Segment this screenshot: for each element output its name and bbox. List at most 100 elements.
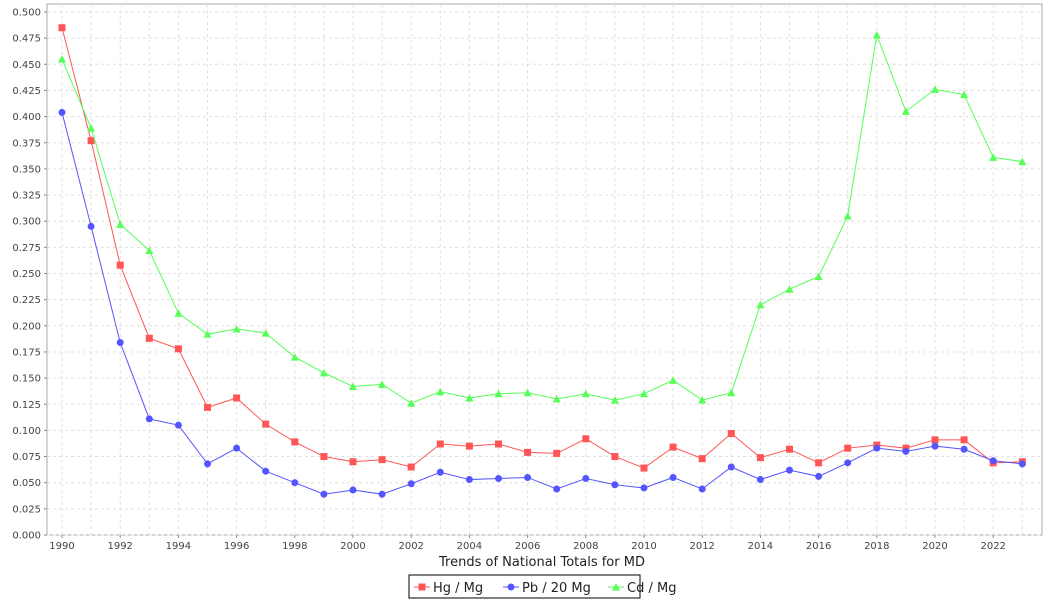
- data-point: [174, 309, 183, 317]
- data-point: [465, 393, 474, 402]
- data-point: [174, 345, 182, 353]
- x-tick-label: 2020: [922, 541, 947, 552]
- x-tick-label: 2016: [806, 541, 831, 552]
- data-point: [290, 353, 299, 361]
- data-point: [494, 389, 503, 398]
- data-point: [233, 444, 241, 452]
- data-point: [727, 430, 735, 438]
- y-tick-label: 0.425: [12, 86, 41, 97]
- data-point: [552, 395, 561, 403]
- data-point: [407, 480, 415, 488]
- data-point: [524, 473, 532, 481]
- y-axis: 0.000 0.025 0.050 0.075 0.100 0.125 0.150 0.175…: [12, 8, 47, 542]
- series-pb-20-mg: [58, 108, 1026, 498]
- data-point: [116, 261, 124, 269]
- data-point: [145, 246, 154, 254]
- data-point: [843, 211, 852, 220]
- data-point: [640, 484, 648, 492]
- data-point: [611, 453, 619, 461]
- data-point: [989, 153, 998, 161]
- data-point: [581, 389, 590, 398]
- data-point: [901, 107, 910, 115]
- x-tick-label: 1990: [49, 541, 74, 552]
- data-point: [320, 490, 328, 498]
- legend-label: Hg / Mg: [433, 581, 483, 596]
- y-tick-label: 0.325: [12, 191, 41, 202]
- data-point: [669, 443, 677, 451]
- data-point: [960, 445, 968, 453]
- data-point: [465, 442, 473, 450]
- data-point: [960, 90, 969, 99]
- data-point: [378, 456, 386, 464]
- y-tick-label: 0.000: [12, 531, 41, 542]
- x-tick-label: 2004: [457, 541, 482, 552]
- data-point: [87, 222, 95, 230]
- data-point: [1018, 157, 1027, 166]
- data-point: [640, 389, 648, 398]
- data-point: [174, 421, 182, 429]
- legend-label: Pb / 20 Mg: [522, 581, 591, 596]
- x-tick-label: 2022: [980, 541, 1005, 552]
- data-point: [407, 399, 416, 407]
- legend-marker: [418, 583, 426, 591]
- data-point: [786, 445, 793, 453]
- data-point: [524, 448, 532, 456]
- series-line: [61, 112, 1023, 495]
- y-tick-label: 0.450: [12, 60, 41, 71]
- data-point: [436, 387, 445, 396]
- data-point: [756, 300, 765, 309]
- x-tick-label: 1998: [282, 541, 307, 552]
- data-point: [436, 468, 444, 476]
- data-point: [844, 459, 852, 467]
- data-point: [698, 455, 706, 463]
- data-point: [145, 334, 153, 342]
- data-point: [349, 382, 357, 390]
- x-tick-label: 2000: [340, 541, 365, 552]
- data-point: [785, 285, 794, 293]
- data-point: [407, 463, 415, 471]
- data-point: [698, 396, 707, 404]
- series-line: [61, 27, 1023, 469]
- series-cd-mg: [58, 31, 1027, 407]
- data-point: [786, 466, 793, 474]
- data-point: [815, 459, 823, 467]
- data-point: [262, 420, 270, 428]
- data-point: [116, 339, 124, 347]
- data-point: [582, 475, 590, 483]
- data-point: [756, 476, 764, 484]
- data-point: [669, 473, 677, 481]
- y-tick-label: 0.075: [12, 452, 41, 463]
- x-tick-label: 2012: [689, 541, 714, 552]
- legend-item: Pb / 20 Mg: [503, 581, 591, 596]
- legend-marker: [612, 583, 620, 591]
- x-tick-label: 1994: [166, 541, 191, 552]
- y-tick-label: 0.375: [12, 138, 41, 149]
- data-point: [902, 447, 910, 455]
- plot-area: [46, 3, 1043, 536]
- data-point: [610, 396, 619, 404]
- series-group: [58, 24, 1027, 498]
- y-tick-label: 0.025: [12, 504, 41, 515]
- data-point: [698, 485, 706, 493]
- data-point: [872, 31, 881, 39]
- data-point: [582, 435, 590, 443]
- data-point: [87, 124, 96, 132]
- data-point: [145, 415, 153, 423]
- data-point: [756, 454, 764, 462]
- data-point: [58, 108, 66, 116]
- data-point: [58, 55, 66, 63]
- y-tick-label: 0.275: [12, 243, 41, 254]
- data-point: [58, 24, 66, 32]
- data-point: [204, 460, 211, 468]
- x-tick-label: 1996: [224, 541, 249, 552]
- data-point: [261, 329, 270, 337]
- y-tick-label: 0.350: [12, 164, 41, 175]
- legend: Hg / Mg Pb / 20 Mg Cd / Mg: [408, 574, 676, 599]
- data-point: [378, 490, 386, 498]
- x-tick-label: 2014: [748, 541, 773, 552]
- data-point: [669, 376, 678, 384]
- data-point: [116, 220, 125, 228]
- data-point: [232, 324, 241, 333]
- legend-item: Cd / Mg: [608, 581, 676, 596]
